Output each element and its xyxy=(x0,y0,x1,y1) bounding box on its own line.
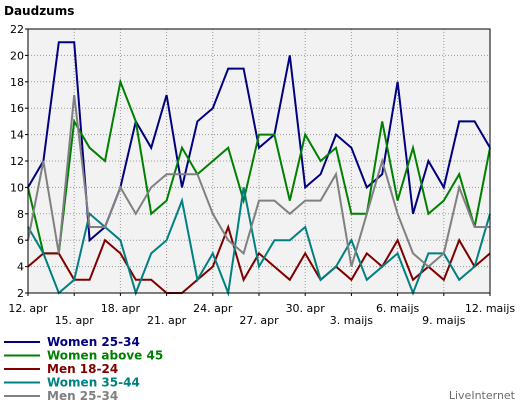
axis-labels: 2 4 6 8 10 12 14 16 18 20 22 12. apr 15. apr 18. apr 2… xyxy=(8,23,515,327)
y-tick-label: 20 xyxy=(10,49,24,62)
x-tick-label: 12. apr xyxy=(8,302,48,315)
y-tick-label: 2 xyxy=(17,287,24,300)
y-tick-label: 22 xyxy=(10,23,24,36)
x-tick-label: 27. apr xyxy=(239,314,279,327)
y-tick-label: 6 xyxy=(17,234,24,247)
y-tick-label: 8 xyxy=(17,208,24,221)
series-line-2 xyxy=(27,78,491,255)
series-line-3 xyxy=(27,223,491,294)
x-tick-label: 9. maijs xyxy=(422,314,466,327)
legend-label: Women 25-34 xyxy=(47,335,140,349)
series-line-5 xyxy=(27,94,490,268)
x-tick-label: 12. maijs xyxy=(465,302,516,315)
y-tick-label: 14 xyxy=(10,129,24,142)
x-tick-label: 3. maijs xyxy=(330,314,374,327)
y-tick-label: 12 xyxy=(10,155,24,168)
y-tick-label: 4 xyxy=(17,261,24,274)
x-tick-label: 18. apr xyxy=(101,302,141,315)
x-tick-label: 30. apr xyxy=(286,302,326,315)
x-tick-label: 6. maijs xyxy=(376,302,420,315)
chart-title: Daudzums xyxy=(4,4,74,18)
x-tick-label: 15. apr xyxy=(55,314,95,327)
legend-label: Women above 45 xyxy=(47,349,163,363)
legend-label: Men 25-34 xyxy=(47,389,118,403)
y-tick-label: 10 xyxy=(10,181,24,194)
legend-label: Men 18-24 xyxy=(47,362,118,376)
x-tick-label: 24. apr xyxy=(193,302,233,315)
x-tick-label: 21. apr xyxy=(147,314,187,327)
y-tick-label: 18 xyxy=(10,76,24,89)
legend-label: Women 35-44 xyxy=(47,376,140,390)
y-tick-label: 16 xyxy=(10,102,24,115)
credit-label: LiveInternet xyxy=(449,389,516,402)
